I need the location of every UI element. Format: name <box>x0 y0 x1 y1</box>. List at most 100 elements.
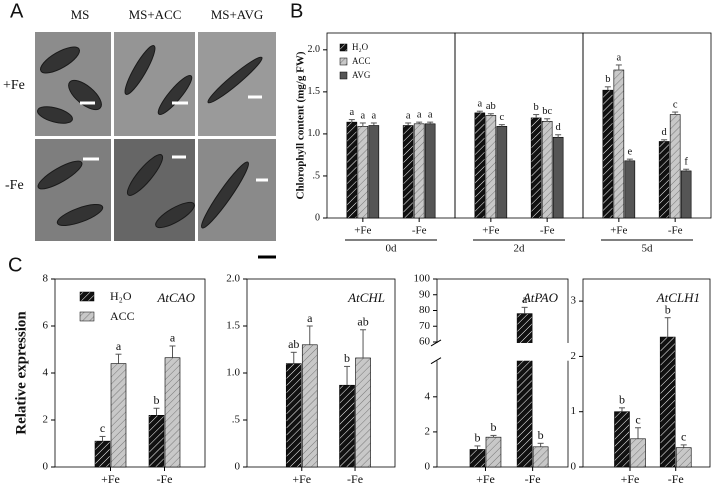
bar <box>413 123 425 219</box>
legend-swatch <box>339 57 348 66</box>
error-bar <box>359 122 366 127</box>
bar <box>630 438 646 468</box>
bar <box>474 112 486 219</box>
significance-letter: ab <box>357 315 368 329</box>
error-bar <box>405 122 412 126</box>
panel-label: C <box>8 254 22 276</box>
significance-letter: a <box>361 110 366 121</box>
bar <box>485 436 502 468</box>
bar <box>675 447 692 468</box>
facet-label: 5d <box>642 243 654 255</box>
plot-frame <box>582 32 712 219</box>
y-tick-label: 0 <box>43 461 49 473</box>
bar <box>164 357 181 468</box>
error-bar <box>290 351 297 364</box>
x-tick-label: -Fe <box>540 225 555 237</box>
gene-title: AtCAO <box>156 290 195 305</box>
bar <box>613 69 625 219</box>
bar <box>301 344 318 468</box>
significance-letter: a <box>307 311 313 325</box>
x-tick-label: +Fe <box>292 472 311 486</box>
x-tick-label: -Fe <box>668 472 684 486</box>
y-tick-label: 70 <box>419 320 431 332</box>
plot-frame <box>454 32 584 219</box>
y-tick-label: 100 <box>414 273 431 285</box>
bar <box>516 313 533 468</box>
error-bar <box>604 86 611 91</box>
error-bar <box>664 317 671 338</box>
significance-letter: c <box>673 99 678 110</box>
bar <box>355 357 371 468</box>
break-mark <box>430 357 442 365</box>
bar <box>541 120 553 219</box>
significance-letter: a <box>428 110 433 121</box>
significance-letter: b <box>534 102 539 113</box>
bar <box>339 384 355 468</box>
y-tick-label: 1.0 <box>308 128 321 139</box>
bar <box>368 125 380 219</box>
significance-letter: f <box>684 157 688 168</box>
facet-label: 0d <box>386 243 398 255</box>
y-tick-label: 90 <box>419 288 431 300</box>
error-bar <box>661 139 668 142</box>
bar <box>357 126 369 219</box>
significance-letter: c <box>635 412 640 426</box>
legend-label: AVG <box>352 70 371 80</box>
significance-letter: c <box>500 112 505 123</box>
error-bar <box>544 118 551 122</box>
axis-break <box>431 342 569 361</box>
row-label: +Fe <box>3 78 25 93</box>
significance-letter: ab <box>486 101 496 112</box>
error-bar <box>153 407 160 416</box>
bar <box>110 363 127 468</box>
plot-frame <box>54 278 206 468</box>
y-tick-label: 0 <box>235 461 241 473</box>
error-bar <box>498 124 505 127</box>
error-bar <box>521 306 528 314</box>
micrographs <box>35 32 276 259</box>
bar <box>659 336 676 468</box>
y-tick-label: 60 <box>419 336 431 348</box>
y-tick-label: 8 <box>43 273 49 285</box>
error-bar <box>115 353 122 364</box>
x-tick-label: +Fe <box>621 472 640 486</box>
facet-label: 2d <box>514 243 526 255</box>
y-tick-label: 4 <box>43 367 49 379</box>
y-tick-label: 1.5 <box>308 86 321 97</box>
significance-letter: a <box>170 331 176 345</box>
error-bar <box>487 113 494 116</box>
legend-label: H₂O <box>352 42 369 52</box>
significance-letter: a <box>406 110 411 121</box>
error-bar <box>360 329 367 358</box>
y-tick-label: 1.5 <box>226 320 240 332</box>
y-tick-label: 2.0 <box>226 273 240 285</box>
column-label: MS+ACC <box>129 7 182 22</box>
x-tick-label: -Fe <box>668 225 683 237</box>
significance-letter: c <box>681 430 686 444</box>
x-tick-label: -Fe <box>525 472 541 486</box>
error-bar <box>427 121 434 124</box>
x-tick-label: +Fe <box>482 225 499 237</box>
legend-label: ACC <box>110 309 135 323</box>
significance-letter: a <box>350 107 355 118</box>
y-axis-label: Relative expression <box>13 311 29 435</box>
bar <box>424 123 436 219</box>
bar <box>346 121 358 219</box>
error-bar <box>348 119 355 123</box>
error-bar <box>672 111 679 115</box>
x-tick-label: +Fe <box>610 225 627 237</box>
bar <box>624 160 636 219</box>
y-axis-label: Chlorophyll content (mg/g FW) <box>295 51 307 199</box>
y-tick-label: 3 <box>571 295 577 307</box>
error-bar <box>344 365 351 386</box>
column-label: MS+AVG <box>211 7 264 22</box>
y-tick-label: 1.0 <box>226 367 240 379</box>
gene-title: AtPAO <box>522 290 559 305</box>
significance-letter: b <box>154 393 160 407</box>
y-tick-label: 1 <box>571 405 577 417</box>
plot-frame <box>436 278 569 468</box>
significance-letter: a <box>478 99 483 110</box>
bar <box>485 115 497 219</box>
significance-letter: a <box>522 292 528 306</box>
error-bar <box>683 168 690 171</box>
